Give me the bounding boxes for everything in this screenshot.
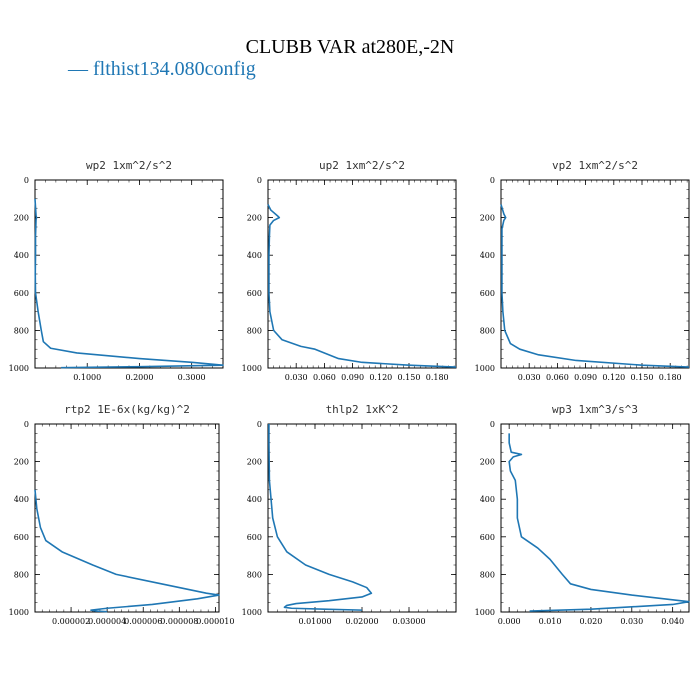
y-tick-label: 0 bbox=[490, 176, 495, 185]
y-tick-label: 400 bbox=[480, 251, 495, 260]
x-tick-label: 0.03000 bbox=[392, 617, 425, 626]
x-tick-label: 0.030 bbox=[620, 617, 643, 626]
series-line bbox=[268, 424, 373, 611]
panel-title: rtp2 1E-6x(kg/kg)^2 bbox=[64, 403, 190, 416]
y-tick-label: 0 bbox=[257, 176, 262, 185]
y-tick-label: 1000 bbox=[475, 364, 495, 373]
series-line bbox=[34, 198, 224, 369]
panel-title: vp2 1xm^2/s^2 bbox=[552, 159, 638, 172]
y-tick-label: 200 bbox=[247, 214, 262, 223]
y-tick-label: 600 bbox=[480, 289, 495, 298]
x-tick-label: 0.000004 bbox=[88, 617, 126, 626]
y-tick-label: 800 bbox=[247, 326, 262, 335]
panel-title: up2 1xm^2/s^2 bbox=[319, 159, 405, 172]
y-tick-label: 400 bbox=[14, 495, 29, 504]
y-tick-label: 1000 bbox=[242, 608, 262, 617]
y-tick-label: 1000 bbox=[9, 364, 29, 373]
y-tick-label: 400 bbox=[14, 251, 29, 260]
x-tick-label: 0.040 bbox=[661, 617, 684, 626]
plot-frame bbox=[500, 423, 690, 613]
x-tick-label: 0.1000 bbox=[73, 373, 101, 382]
legend-entry: — flthist134.080config bbox=[68, 58, 256, 80]
x-tick-label: 0.000002 bbox=[52, 617, 90, 626]
y-tick-label: 800 bbox=[14, 326, 29, 335]
plot-frame bbox=[267, 423, 457, 613]
x-tick-label: 0.120 bbox=[369, 373, 392, 382]
y-tick-label: 800 bbox=[247, 570, 262, 579]
plot-frame bbox=[500, 179, 690, 369]
panel-5: thlp2 1xK^2 0 200 400 600 800 1000 0.01000 0.020… bbox=[242, 403, 457, 626]
x-tick-label: 0.150 bbox=[398, 373, 421, 382]
x-tick-label: 0.2000 bbox=[125, 373, 153, 382]
y-tick-label: 400 bbox=[480, 495, 495, 504]
x-tick-label: 0.030 bbox=[285, 373, 308, 382]
x-tick-label: 0.180 bbox=[659, 373, 682, 382]
y-tick-label: 200 bbox=[14, 458, 29, 467]
y-tick-label: 200 bbox=[247, 458, 262, 467]
y-tick-label: 1000 bbox=[475, 608, 495, 617]
y-tick-label: 0 bbox=[24, 176, 29, 185]
x-tick-label: 0.060 bbox=[546, 373, 569, 382]
panel-3: vp2 1xm^2/s^2 0 200 400 600 800 1000 0.030 0.060… bbox=[475, 159, 690, 382]
y-tick-label: 600 bbox=[480, 533, 495, 542]
x-tick-label: 0.020 bbox=[579, 617, 602, 626]
y-tick-label: 0 bbox=[24, 420, 29, 429]
x-tick-label: 0.120 bbox=[602, 373, 625, 382]
x-tick-label: 0.010 bbox=[539, 617, 562, 626]
y-tick-label: 600 bbox=[14, 533, 29, 542]
x-tick-label: 0.3000 bbox=[178, 373, 206, 382]
series-line bbox=[500, 204, 690, 368]
panel-title: wp3 1xm^3/s^3 bbox=[552, 403, 638, 416]
x-tick-label: 0.01000 bbox=[298, 617, 331, 626]
panel-2: up2 1xm^2/s^2 0 200 400 600 800 1000 0.030 0.060… bbox=[242, 159, 457, 382]
y-tick-label: 600 bbox=[14, 289, 29, 298]
y-tick-label: 400 bbox=[247, 495, 262, 504]
y-tick-label: 200 bbox=[480, 214, 495, 223]
y-tick-label: 800 bbox=[480, 326, 495, 335]
y-tick-label: 600 bbox=[247, 289, 262, 298]
x-tick-label: 0.000008 bbox=[160, 617, 198, 626]
x-tick-label: 0.030 bbox=[518, 373, 541, 382]
series-line bbox=[508, 433, 690, 612]
series-line bbox=[267, 204, 457, 368]
panel-title: thlp2 1xK^2 bbox=[326, 403, 399, 416]
y-tick-label: 400 bbox=[247, 251, 262, 260]
y-tick-label: 1000 bbox=[242, 364, 262, 373]
panel-title: wp2 1xm^2/s^2 bbox=[86, 159, 172, 172]
plot-frame bbox=[267, 179, 457, 369]
plot-frame bbox=[34, 179, 224, 369]
y-tick-label: 800 bbox=[480, 570, 495, 579]
x-tick-label: 0.02000 bbox=[345, 617, 378, 626]
x-tick-label: 0.000010 bbox=[196, 617, 234, 626]
plot-frame bbox=[34, 423, 220, 613]
figure-title: CLUBB VAR at280E,-2N bbox=[245, 36, 455, 58]
x-tick-label: 0.090 bbox=[341, 373, 364, 382]
y-tick-label: 0 bbox=[257, 420, 262, 429]
x-tick-label: 0.060 bbox=[313, 373, 336, 382]
x-tick-label: 0.150 bbox=[631, 373, 654, 382]
x-tick-label: 0.000006 bbox=[124, 617, 162, 626]
y-tick-label: 200 bbox=[480, 458, 495, 467]
panel-4: rtp2 1E-6x(kg/kg)^2 0 200 400 600 800 1000 0.00… bbox=[9, 403, 235, 626]
x-tick-label: 0.000 bbox=[498, 617, 521, 626]
x-tick-label: 0.090 bbox=[574, 373, 597, 382]
y-tick-label: 0 bbox=[490, 420, 495, 429]
series-line bbox=[34, 489, 220, 613]
y-tick-label: 1000 bbox=[9, 608, 29, 617]
y-tick-label: 800 bbox=[14, 570, 29, 579]
y-tick-label: 200 bbox=[14, 214, 29, 223]
y-tick-label: 600 bbox=[247, 533, 262, 542]
panel-1: wp2 1xm^2/s^2 0 200 400 600 800 1000 0.1000 0.20… bbox=[9, 159, 224, 382]
x-tick-label: 0.180 bbox=[426, 373, 449, 382]
